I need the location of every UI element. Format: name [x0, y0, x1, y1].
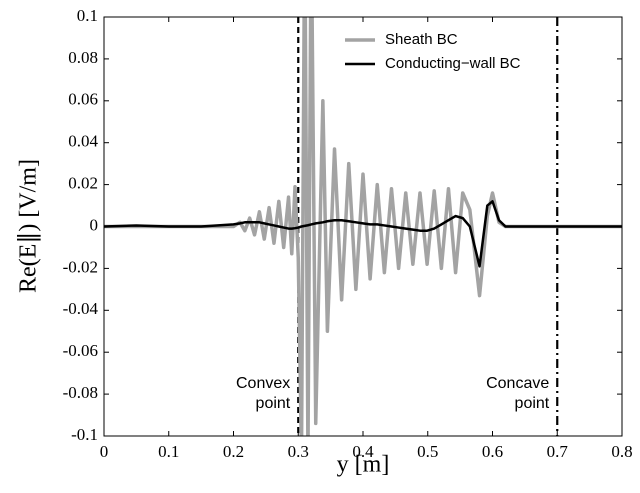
x-tick-label: 0.8 [611, 442, 632, 461]
y-tick-label: 0.1 [77, 6, 98, 25]
y-tick-label: 0.04 [68, 132, 98, 151]
x-tick-label: 0.6 [482, 442, 503, 461]
legend-label: Sheath BC [385, 31, 458, 48]
y-tick-label: 0 [90, 215, 99, 234]
y-tick-label: -0.04 [63, 299, 99, 318]
series-line [104, 17, 622, 436]
y-tick-label: -0.02 [63, 257, 98, 276]
y-tick-label: 0.02 [68, 174, 98, 193]
x-tick-label: 0.7 [547, 442, 569, 461]
x-tick-label: 0.4 [352, 442, 374, 461]
series-line [104, 200, 622, 268]
annotation-text: Concave [486, 375, 549, 392]
y-tick-label: -0.06 [63, 341, 98, 360]
annotation-text: Convex [236, 375, 290, 392]
y-tick-label: 0.08 [68, 48, 98, 67]
annotation-text: point [515, 395, 550, 412]
plot-area [104, 17, 622, 436]
y-axis-label: Re(E∥) [V/m] [16, 159, 42, 293]
annotation-text: point [256, 395, 291, 412]
legend-label: Conducting−wall BC [385, 55, 521, 72]
x-tick-label: 0.1 [158, 442, 179, 461]
x-tick-label: 0.2 [223, 442, 244, 461]
x-tick-label: 0.3 [288, 442, 309, 461]
x-tick-label: 0.5 [417, 442, 438, 461]
y-tick-label: -0.08 [63, 383, 98, 402]
x-tick-label: 0 [100, 442, 109, 461]
y-tick-label: -0.1 [71, 425, 98, 444]
x-axis-label: y [m] [337, 452, 390, 478]
y-tick-label: 0.06 [68, 90, 98, 109]
